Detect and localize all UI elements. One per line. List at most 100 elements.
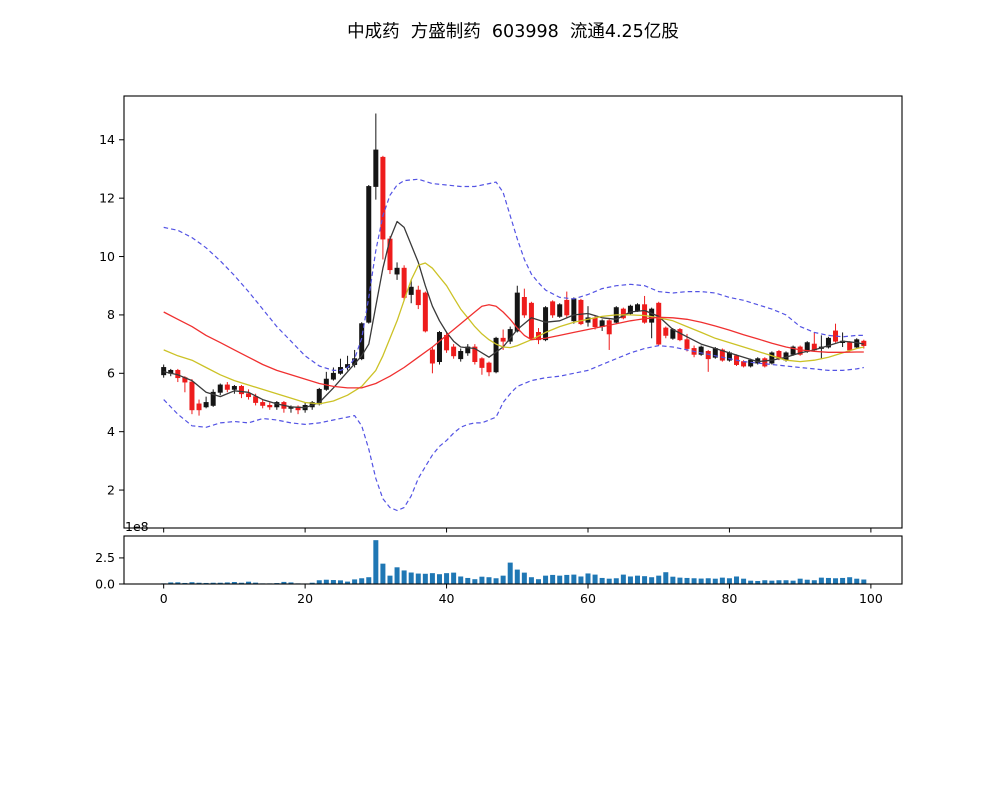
- candle-body: [635, 304, 641, 311]
- candle: [366, 185, 372, 324]
- candle-body: [500, 337, 506, 342]
- candle: [436, 330, 442, 365]
- volume-bar: [366, 577, 372, 584]
- candle: [408, 279, 414, 304]
- candle-body: [394, 267, 400, 275]
- volume-bar: [253, 582, 259, 584]
- volume-bar: [337, 580, 343, 584]
- y-axis-tick-label: 4: [107, 424, 115, 439]
- candle-body: [698, 346, 704, 355]
- volume-bar: [755, 580, 761, 584]
- volume-bar: [854, 578, 860, 584]
- main-axes-frame: [123, 95, 903, 529]
- ma-slow-line: [163, 304, 864, 389]
- volume-bar: [825, 577, 831, 584]
- volume-bar: [458, 576, 464, 584]
- volume-bar: [408, 572, 414, 584]
- volume-bar: [224, 582, 230, 584]
- candle: [359, 322, 365, 361]
- volume-bar: [592, 574, 598, 584]
- candle-body: [260, 402, 266, 406]
- candle: [493, 336, 499, 374]
- volume-bar: [712, 578, 718, 584]
- volume-bar: [465, 577, 471, 584]
- candle-body: [620, 308, 626, 319]
- volume-bar: [330, 580, 336, 584]
- candle-body: [444, 334, 450, 351]
- volume-bar: [790, 580, 796, 584]
- candle: [840, 332, 846, 348]
- volume-bar: [309, 582, 315, 584]
- candle: [217, 383, 223, 396]
- chart-title: 中成药 方盛制药 603998 流通4.25亿股: [347, 22, 679, 42]
- volume-bar: [514, 569, 520, 584]
- volume-bar: [783, 580, 789, 584]
- candle: [705, 349, 711, 372]
- volume-bar: [550, 574, 556, 584]
- volume-bar: [387, 575, 393, 584]
- candle: [161, 364, 167, 378]
- volume-bar: [571, 574, 577, 584]
- candle-body: [210, 391, 216, 406]
- ma-mid-line: [163, 262, 864, 405]
- volume-bar: [521, 572, 527, 584]
- y-axis-tick-label: 2: [107, 482, 115, 497]
- candle-body: [571, 298, 577, 322]
- volume-bar: [359, 578, 365, 584]
- volume-bar: [564, 574, 570, 584]
- volume-bar: [677, 577, 683, 584]
- volume-bar: [663, 572, 669, 584]
- candle-body: [373, 149, 379, 187]
- candle-body: [458, 351, 464, 360]
- volume-bar: [429, 573, 435, 584]
- volume-bar: [840, 577, 846, 584]
- x-axis-tick-label: 80: [721, 591, 737, 606]
- volume-bar: [486, 577, 492, 584]
- volume-bar: [168, 582, 174, 584]
- volume-bar: [380, 563, 386, 584]
- volume-bar: [472, 579, 478, 584]
- volume-bar: [217, 582, 223, 584]
- volume-bar: [316, 580, 322, 584]
- candle-body: [557, 304, 563, 317]
- volume-bar: [620, 574, 626, 584]
- volume-bar: [246, 581, 252, 584]
- volume-bar: [444, 573, 450, 584]
- candle-body: [253, 396, 259, 403]
- candle: [274, 401, 280, 410]
- volume-bar: [500, 575, 506, 584]
- candle: [825, 336, 831, 349]
- volume-bar: [833, 578, 839, 584]
- volume-y-tick-label: 0.0: [95, 576, 115, 591]
- candle: [599, 319, 605, 331]
- candle-body: [224, 384, 230, 390]
- candle: [394, 262, 400, 280]
- volume-bar: [281, 581, 287, 584]
- volume-axes-frame: [123, 535, 903, 585]
- candle-body: [203, 402, 209, 408]
- volume-bar: [196, 582, 202, 584]
- candle: [656, 301, 662, 346]
- candle: [543, 306, 549, 342]
- volume-bar: [479, 576, 485, 584]
- candle-body: [769, 352, 775, 364]
- candle: [189, 379, 195, 415]
- volume-bar: [804, 579, 810, 584]
- volume-bar: [189, 582, 195, 584]
- candle: [585, 306, 591, 327]
- y-axis-tick-label: 8: [107, 307, 115, 322]
- candle: [422, 291, 428, 333]
- candle: [246, 389, 252, 400]
- candle: [373, 113, 379, 200]
- candle-body: [486, 362, 492, 373]
- candle: [401, 265, 407, 301]
- candle: [528, 301, 534, 340]
- candle-body: [330, 372, 336, 380]
- candle: [415, 285, 421, 310]
- candle-body: [217, 384, 223, 393]
- candle: [196, 399, 202, 416]
- candle-body: [366, 186, 372, 323]
- volume-bar: [238, 582, 244, 584]
- y-axis-tick-label: 6: [107, 366, 115, 381]
